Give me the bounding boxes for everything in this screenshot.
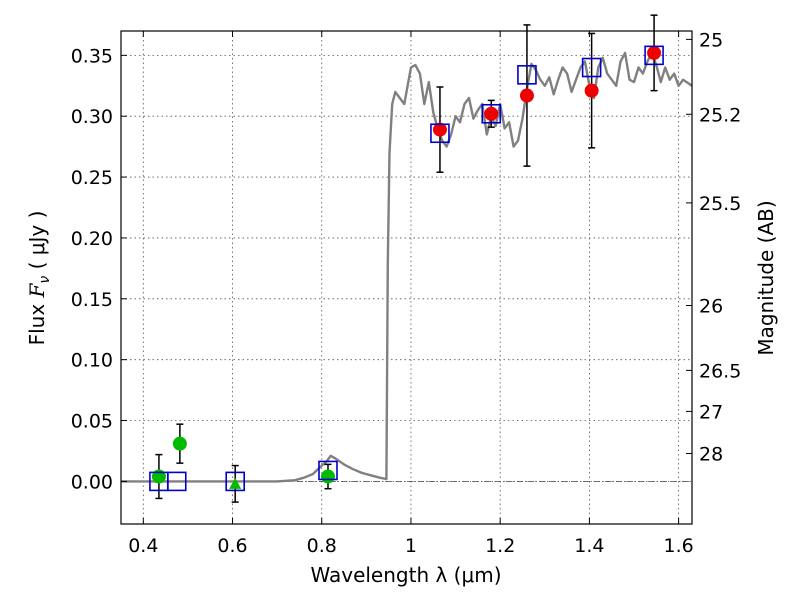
data-point-1-2 — [320, 469, 335, 484]
plot-frame — [120, 30, 693, 525]
y-tick-label-1: 0.05 — [71, 411, 113, 433]
data-point-3-1 — [484, 106, 499, 121]
y-tick-label-2: 0.10 — [71, 350, 113, 372]
x-tick-label-2: 0.8 — [307, 535, 337, 557]
data-point-3-3 — [584, 83, 599, 98]
grid-layer — [121, 31, 692, 524]
y-axis-label-symbol: F — [25, 282, 49, 298]
x-tick-label-4: 1.2 — [485, 535, 515, 557]
data-point-0-2 — [225, 471, 245, 492]
data-point-0-3 — [318, 460, 338, 481]
data-point-0-5 — [481, 103, 502, 124]
y-axis-label-unit: ( μJy ) — [25, 211, 49, 276]
right-tick-label-1: 25.2 — [699, 104, 741, 126]
data-point-0-6 — [517, 65, 537, 85]
data-point-3-0 — [432, 122, 447, 137]
y-axis-label-prefix: Flux — [25, 297, 49, 345]
data-point-0-8 — [644, 45, 664, 66]
plot-layer — [121, 14, 693, 503]
data-point-0-4 — [430, 123, 450, 144]
y-axis-label-subscript: ν — [37, 276, 53, 284]
right-tick-label-2: 25.5 — [699, 193, 741, 215]
right-axis-label: Magnitude (AB) — [754, 200, 778, 355]
x-tick-label-0: 0.4 — [128, 535, 158, 557]
data-point-1-1 — [172, 436, 187, 451]
y-tick-label-0: 0.00 — [71, 471, 113, 493]
x-tick-label-3: 1 — [405, 535, 417, 557]
y-tick-label-7: 0.35 — [71, 45, 113, 67]
data-point-2-0 — [229, 477, 242, 489]
right-tick-label-6: 28 — [699, 444, 723, 466]
data-point-3-4 — [647, 45, 662, 60]
model-sed-line — [121, 51, 693, 483]
x-tick-label-5: 1.4 — [574, 535, 604, 557]
right-tick-label-4: 26.5 — [699, 360, 741, 382]
x-axis-label: Wavelength λ (μm) — [310, 563, 501, 587]
right-tick-label-5: 27 — [699, 401, 723, 423]
tick-layer: 0.4 0.6 0.8 1 1.2 1.4 1.6 0.00 0.05 0.10 0.15 0.20 0… — [71, 29, 742, 557]
data-point-3-2 — [519, 88, 534, 103]
x-tick-label-6: 1.6 — [664, 535, 694, 557]
y-tick-label-5: 0.25 — [71, 167, 113, 189]
right-tick-label-0: 25 — [699, 29, 723, 51]
x-tick-label-1: 0.6 — [217, 535, 247, 557]
y-tick-label-6: 0.30 — [71, 106, 113, 128]
data-point-0-1 — [166, 471, 187, 492]
y-tick-label-3: 0.15 — [71, 289, 113, 311]
data-point-0-7 — [581, 57, 602, 78]
y-tick-label-4: 0.20 — [71, 228, 113, 250]
y-axis-label: Flux Fν ( μJy ) — [25, 211, 53, 346]
right-tick-label-3: 26 — [699, 295, 723, 317]
